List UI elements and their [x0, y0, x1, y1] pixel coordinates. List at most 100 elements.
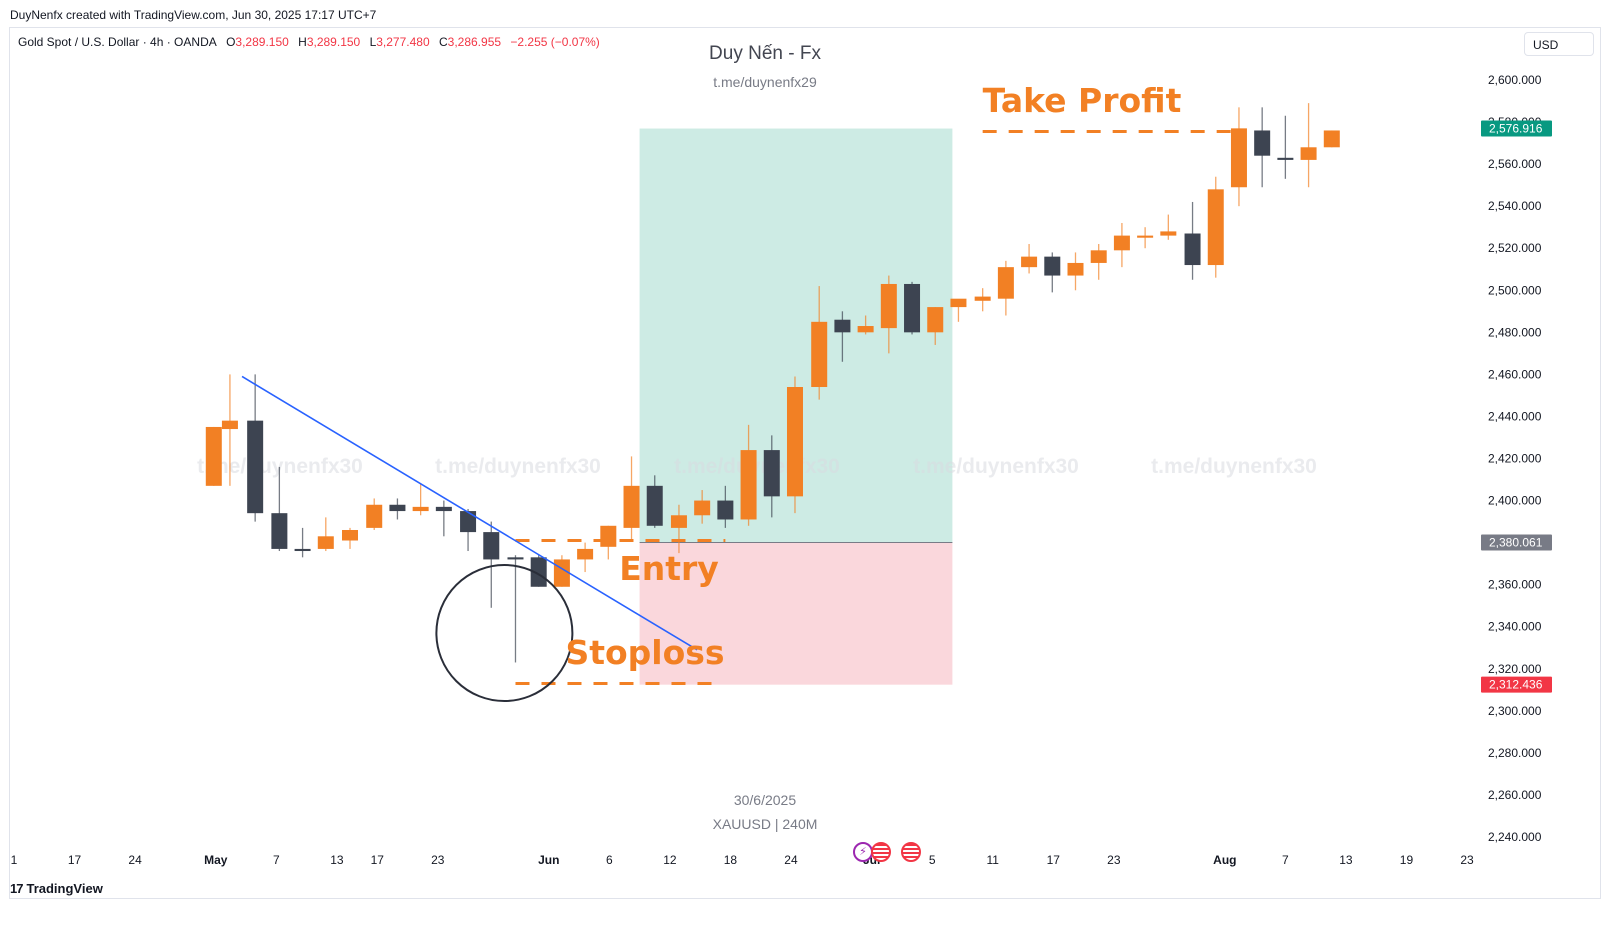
candle-body: [740, 450, 757, 520]
candle[interactable]: [1184, 201, 1201, 280]
candle-body: [412, 506, 429, 512]
candle[interactable]: [317, 517, 334, 552]
candle-body: [670, 515, 687, 528]
x-tick-label: 19: [1400, 853, 1414, 867]
x-tick-label: 24: [784, 853, 798, 867]
candle[interactable]: [1113, 222, 1130, 268]
candle[interactable]: [1044, 252, 1061, 293]
candle[interactable]: [670, 504, 687, 554]
candle[interactable]: [460, 508, 477, 552]
candle-body: [646, 485, 663, 526]
open-value: 3,289.150: [235, 35, 289, 49]
low-label: L: [369, 35, 377, 49]
candle-body: [1160, 231, 1177, 236]
lightning-icon[interactable]: ⚡: [853, 842, 873, 862]
candle-body: [205, 426, 222, 486]
candle-body: [553, 559, 570, 587]
candle[interactable]: [811, 286, 828, 400]
x-tick-label: 1: [11, 853, 18, 867]
candle[interactable]: [950, 298, 967, 322]
candle-body: [294, 548, 311, 552]
close-label: C: [438, 35, 448, 49]
candle-body: [317, 536, 334, 549]
x-tick-label: 11: [987, 853, 1000, 867]
candle[interactable]: [507, 555, 524, 663]
candle[interactable]: [646, 475, 663, 528]
y-tick-label: 2,320.000: [1488, 662, 1542, 676]
candle[interactable]: [904, 281, 921, 335]
candle[interactable]: [1021, 244, 1038, 274]
candle[interactable]: [974, 288, 991, 312]
candle[interactable]: [857, 315, 874, 335]
candle[interactable]: [1323, 130, 1340, 148]
trendline[interactable]: [241, 375, 698, 651]
candle[interactable]: [271, 466, 288, 552]
candle[interactable]: [247, 374, 264, 522]
candle[interactable]: [1067, 252, 1084, 291]
candle[interactable]: [205, 426, 222, 486]
candle[interactable]: [221, 374, 238, 486]
y-tick-label: 2,260.000: [1488, 788, 1542, 802]
candle[interactable]: [1207, 176, 1224, 278]
candle[interactable]: [366, 498, 383, 530]
candle[interactable]: [412, 483, 429, 516]
entry-price-tag: 2,380.061: [1489, 535, 1543, 549]
candle[interactable]: [389, 498, 406, 520]
candle[interactable]: [1090, 244, 1107, 280]
candle[interactable]: [717, 485, 734, 528]
watermark-repeat-1: t.me/duynenfx30: [435, 455, 601, 478]
y-tick-label: 2,560.000: [1488, 157, 1542, 171]
candle[interactable]: [1300, 103, 1317, 188]
low-value: 3,277.480: [376, 35, 430, 49]
candle[interactable]: [483, 521, 500, 608]
x-tick-label: 7: [1282, 853, 1289, 867]
entry-price-tag-bg: [1481, 534, 1552, 551]
x-tick-label: 13: [1339, 853, 1353, 867]
y-tick-label: 2,500.000: [1488, 283, 1542, 297]
tradingview-footer[interactable]: 17 TradingView: [10, 881, 103, 896]
candle[interactable]: [1230, 107, 1247, 207]
candle[interactable]: [1277, 115, 1294, 179]
candle[interactable]: [694, 490, 711, 524]
candle[interactable]: [342, 527, 359, 549]
candle[interactable]: [1160, 214, 1177, 240]
candle-body: [1044, 256, 1061, 276]
y-tick-label: 2,480.000: [1488, 325, 1542, 339]
candle[interactable]: [1254, 107, 1271, 188]
watermark-title: Duy Nến - Fx: [709, 43, 821, 64]
candle[interactable]: [435, 500, 452, 537]
loss-zone[interactable]: [639, 542, 953, 685]
candle[interactable]: [623, 456, 640, 541]
candle[interactable]: [927, 307, 944, 345]
candle-body: [927, 307, 944, 333]
candle-body: [389, 504, 406, 512]
us-flag-icon[interactable]: [871, 842, 891, 862]
candle[interactable]: [880, 275, 897, 354]
candle[interactable]: [763, 435, 780, 518]
candle[interactable]: [740, 424, 757, 526]
highlight-circle[interactable]: [435, 564, 574, 703]
candle[interactable]: [1137, 227, 1154, 249]
candle-body: [1323, 130, 1340, 148]
candle-body: [460, 511, 477, 533]
us-flag-icon-2[interactable]: [901, 842, 921, 862]
stoploss-label: Stoploss: [565, 633, 724, 672]
candle-body: [763, 450, 780, 497]
candle[interactable]: [997, 260, 1014, 316]
candle[interactable]: [553, 555, 570, 587]
candle[interactable]: [834, 311, 851, 362]
y-tick-label: 2,460.000: [1488, 367, 1542, 381]
candle[interactable]: [600, 525, 617, 560]
x-tick-label: 23: [431, 853, 445, 867]
symbol-legend: Gold Spot / U.S. Dollar · 4h · OANDA O3,…: [18, 35, 600, 49]
x-tick-label: Jun: [538, 853, 559, 867]
candle-body: [247, 420, 264, 514]
x-tick-label: 5: [929, 853, 936, 867]
candle[interactable]: [577, 542, 594, 573]
x-tick-label: 24: [128, 853, 142, 867]
currency-button[interactable]: USD: [1524, 32, 1594, 56]
candle[interactable]: [786, 376, 803, 514]
candle[interactable]: [294, 527, 311, 558]
candle[interactable]: [530, 555, 547, 587]
